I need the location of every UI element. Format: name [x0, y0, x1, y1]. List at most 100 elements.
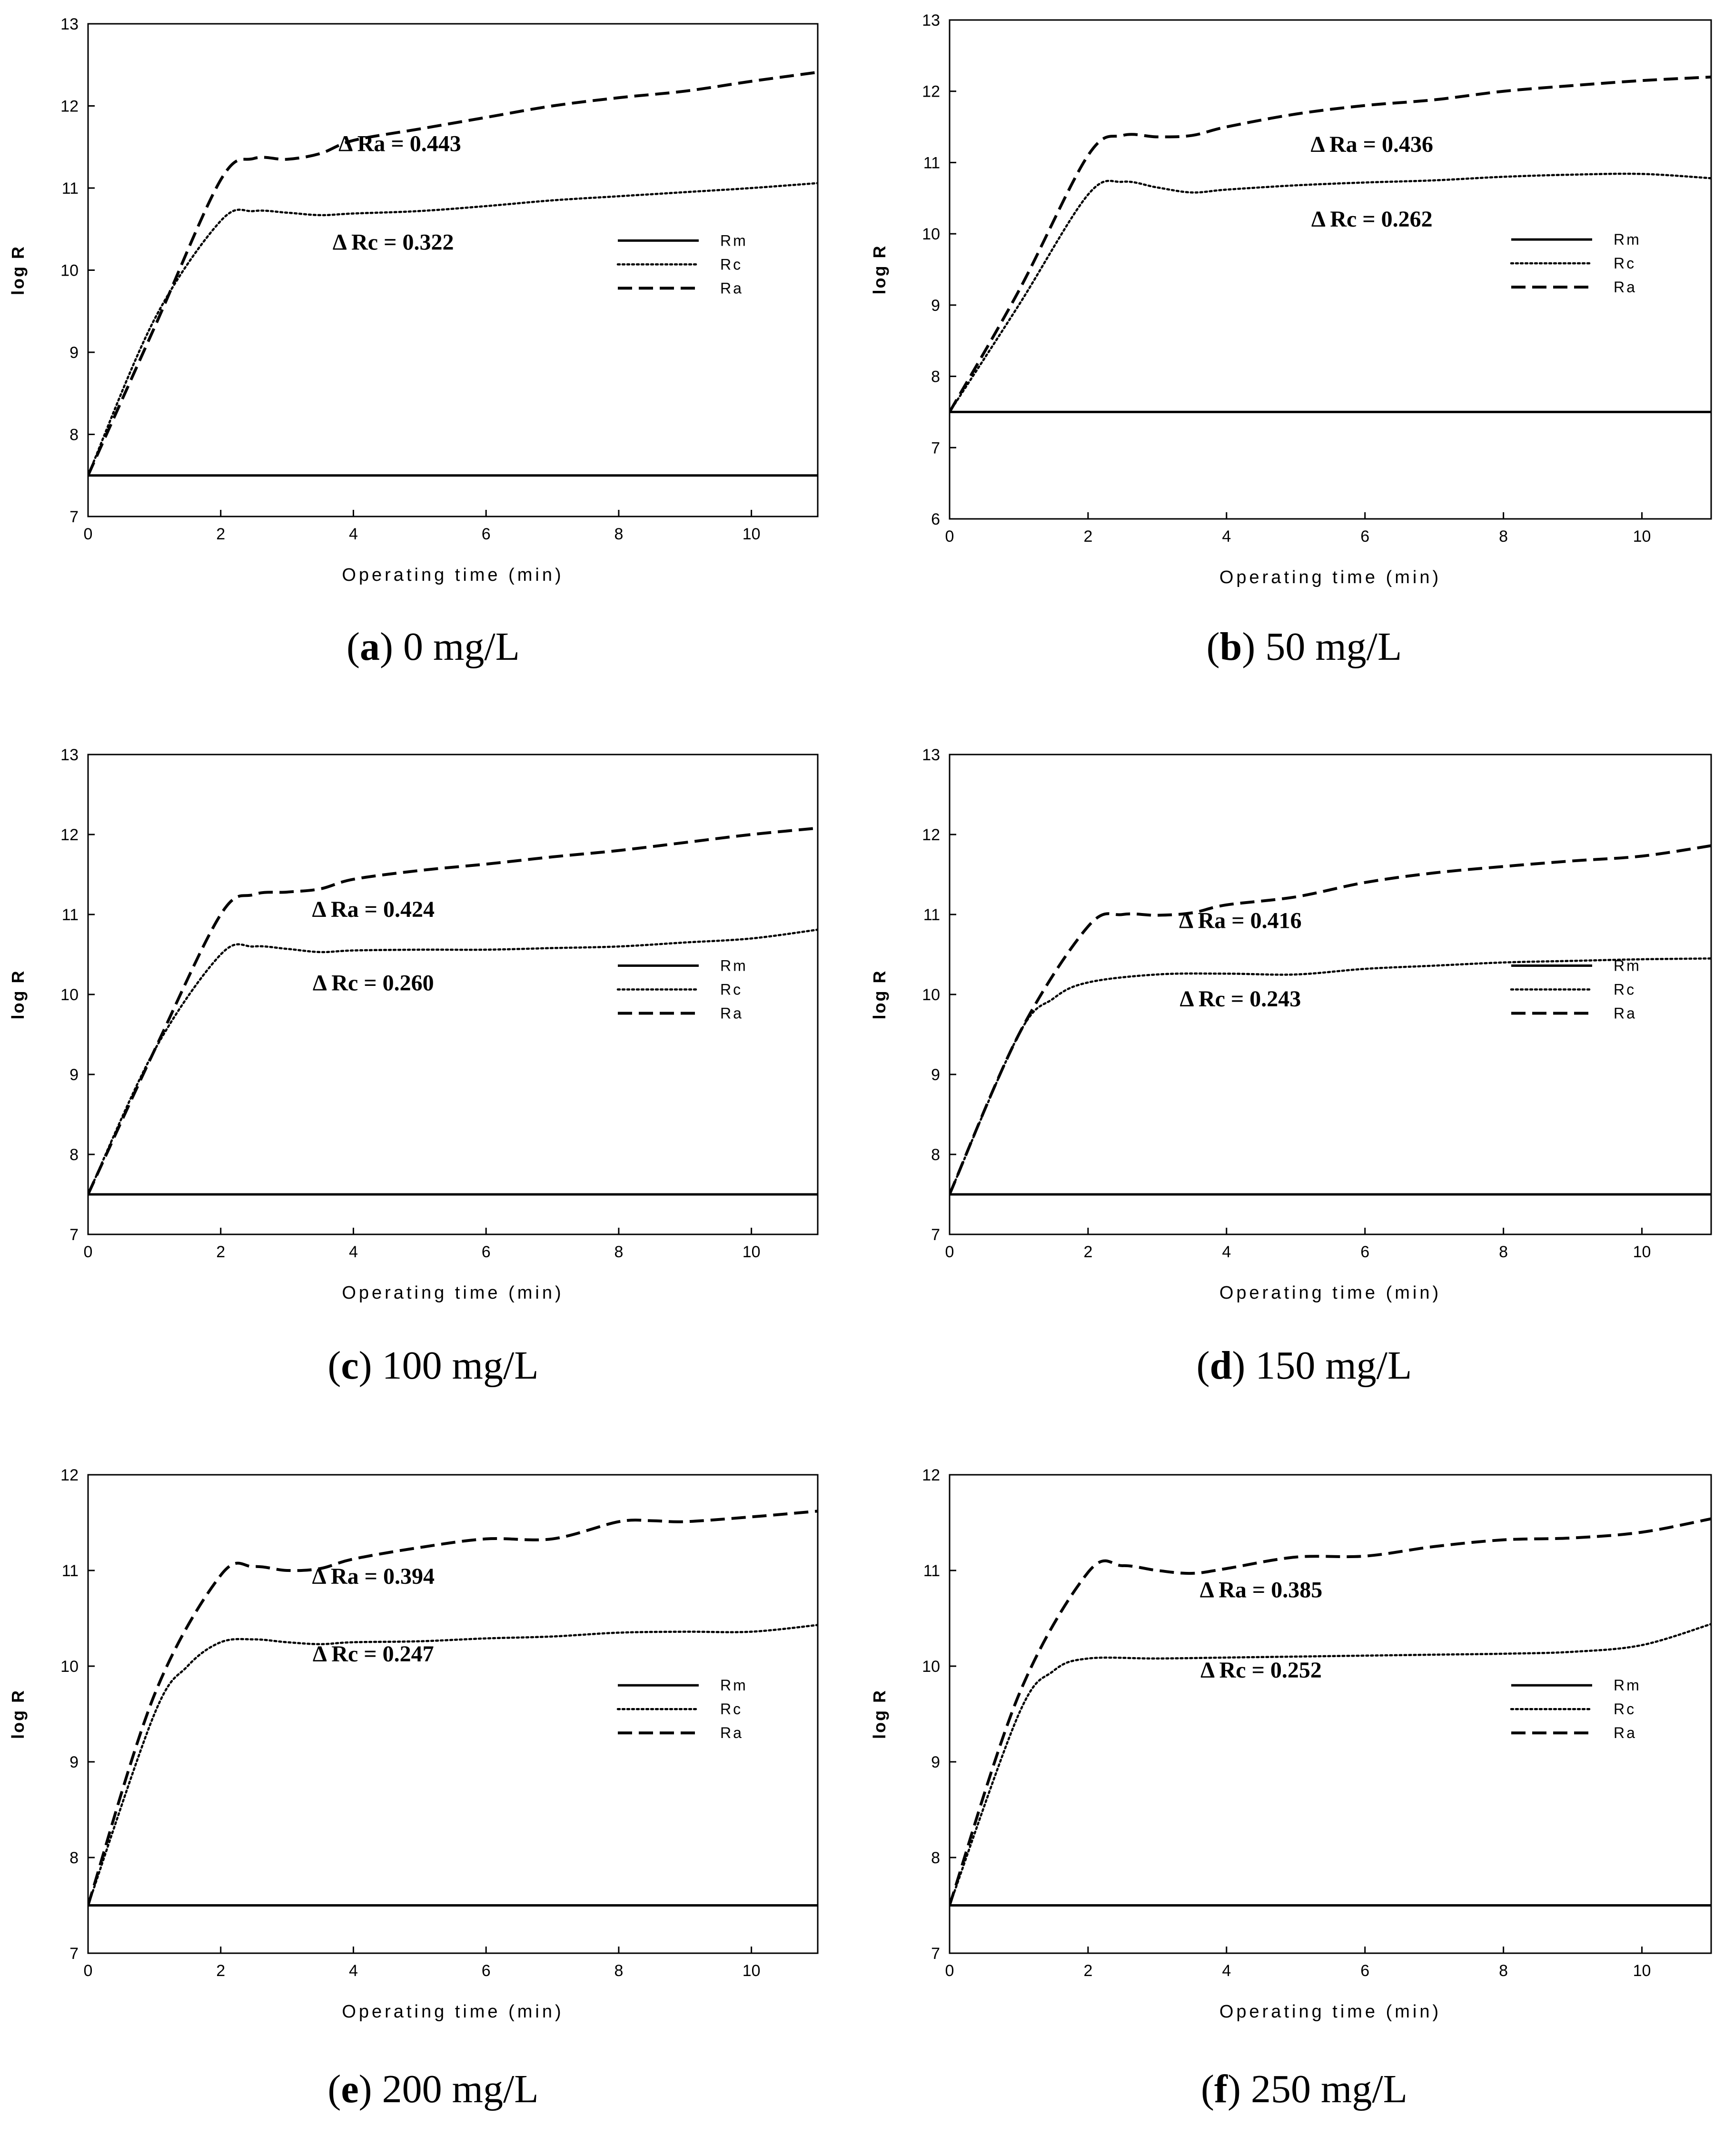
plot-frame [949, 19, 1712, 520]
caption-concentration: 100 mg/L [372, 1343, 539, 1388]
legend-label-rc: Rc [1614, 1700, 1636, 1718]
series-line-ra [950, 844, 1711, 1195]
y-tick-label: 10 [922, 986, 940, 1004]
x-tick-label: 10 [743, 525, 761, 543]
y-axis-label: log R [870, 245, 889, 295]
x-tick-label: 0 [945, 1243, 954, 1261]
x-tick-label: 0 [84, 525, 93, 543]
delta-rc-annotation: Δ Rc = 0.260 [313, 971, 434, 996]
panel-caption: (f) 250 mg/L [1201, 2067, 1407, 2111]
delta-ra-annotation: Δ Ra = 0.436 [1311, 132, 1433, 157]
y-tick-label: 12 [922, 83, 940, 101]
y-tick-label: 11 [923, 906, 940, 924]
caption-letter: b [1219, 625, 1242, 669]
y-tick-label: 12 [60, 1466, 79, 1484]
y-tick-label: 10 [60, 262, 79, 280]
series-line-rc [950, 1623, 1711, 1907]
caption-letter: d [1209, 1343, 1232, 1388]
x-tick-label: 8 [614, 1243, 623, 1261]
y-tick-label: 7 [69, 1226, 79, 1244]
series-line-ra [88, 826, 818, 1195]
y-tick-label: 7 [931, 1226, 940, 1244]
x-tick-label: 6 [482, 1962, 491, 1980]
legend-label-rm: Rm [1614, 231, 1641, 248]
x-tick-label: 0 [945, 1962, 954, 1980]
y-tick-label: 13 [922, 746, 940, 764]
x-tick-label: 8 [1499, 1243, 1508, 1261]
legend-label-rm: Rm [1614, 957, 1641, 974]
x-tick-label: 2 [216, 525, 225, 543]
legend-label-ra: Ra [720, 279, 743, 297]
legend-label-rc: Rc [720, 1700, 743, 1718]
y-tick-label: 11 [62, 906, 79, 924]
delta-ra-annotation: Δ Ra = 0.443 [338, 131, 461, 156]
legend-label-rm: Rm [1614, 1677, 1641, 1694]
legend-label-rc: Rc [1614, 255, 1636, 272]
y-tick-label: 10 [60, 986, 79, 1004]
y-tick-label: 8 [931, 1849, 940, 1867]
y-tick-label: 9 [931, 297, 940, 315]
delta-ra-annotation: Δ Ra = 0.385 [1200, 1577, 1322, 1602]
x-tick-label: 0 [945, 527, 954, 546]
legend-label-rc: Rc [1614, 981, 1636, 998]
y-tick-label: 8 [69, 426, 79, 444]
legend-label-rm: Rm [720, 232, 748, 249]
y-axis-label: log R [8, 1689, 28, 1739]
y-tick-label: 10 [922, 1658, 940, 1676]
delta-rc-annotation: Δ Rc = 0.252 [1200, 1658, 1322, 1683]
y-tick-label: 8 [69, 1849, 79, 1867]
delta-ra-annotation: Δ Ra = 0.416 [1179, 908, 1301, 934]
panel-caption: (a) 0 mg/L [347, 625, 520, 669]
y-tick-label: 7 [931, 1945, 940, 1963]
caption-letter: c [341, 1343, 359, 1388]
series-line-rc [950, 957, 1711, 1196]
series-line-ra [950, 1517, 1711, 1906]
y-axis-label: log R [870, 1689, 889, 1739]
x-axis-label: Operating time (min) [1219, 2002, 1441, 2022]
x-tick-label: 4 [349, 1243, 358, 1261]
panel-caption: (d) 150 mg/L [1196, 1343, 1412, 1388]
x-tick-label: 6 [1360, 1962, 1369, 1980]
y-tick-label: 9 [69, 344, 79, 362]
x-tick-label: 6 [482, 1243, 491, 1261]
x-tick-label: 4 [1222, 527, 1231, 546]
x-tick-label: 10 [1633, 1243, 1651, 1261]
x-tick-label: 4 [1222, 1243, 1231, 1261]
y-tick-label: 9 [69, 1066, 79, 1084]
x-tick-label: 4 [349, 525, 358, 543]
y-tick-label: 12 [922, 1466, 940, 1484]
delta-ra-annotation: Δ Ra = 0.394 [312, 1564, 435, 1589]
panel-caption: (b) 50 mg/L [1206, 625, 1402, 669]
caption-concentration: 50 mg/L [1255, 625, 1402, 669]
series-line-rc [88, 1624, 818, 1907]
x-axis-label: Operating time (min) [342, 1283, 564, 1303]
x-tick-label: 10 [1633, 527, 1651, 546]
x-axis-label: Operating time (min) [342, 2002, 564, 2022]
legend-label-ra: Ra [1614, 1005, 1637, 1022]
caption-letter: a [360, 625, 380, 669]
x-tick-label: 0 [84, 1243, 93, 1261]
x-tick-label: 6 [482, 525, 491, 543]
x-tick-label: 8 [614, 1962, 623, 1980]
x-tick-label: 4 [1222, 1962, 1231, 1980]
x-axis-label: Operating time (min) [342, 565, 564, 585]
y-tick-label: 11 [62, 179, 79, 198]
y-tick-label: 10 [922, 225, 940, 243]
y-tick-label: 13 [60, 15, 79, 33]
y-tick-label: 7 [69, 508, 79, 526]
y-axis-label: log R [870, 970, 889, 1020]
caption-letter: e [341, 2067, 359, 2111]
legend-label-ra: Ra [1614, 278, 1637, 296]
y-tick-label: 12 [60, 98, 79, 116]
legend-label-rc: Rc [720, 981, 743, 998]
x-tick-label: 2 [216, 1962, 225, 1980]
y-tick-label: 11 [62, 1562, 79, 1580]
y-tick-label: 8 [931, 368, 940, 386]
x-tick-label: 10 [1633, 1962, 1651, 1980]
